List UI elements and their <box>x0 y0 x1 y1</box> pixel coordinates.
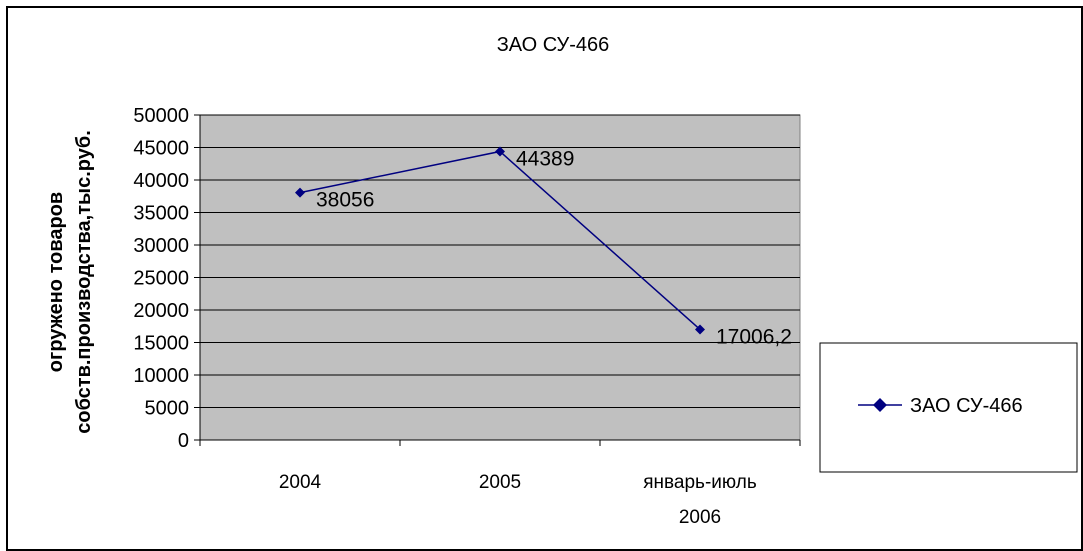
legend-box <box>819 342 1078 473</box>
y-axis: 0 5000 10000 15000 20000 25000 30000 35000 40000… <box>133 105 201 452</box>
y-axis-title: огружено товаров собств.производства,тыс… <box>45 130 95 434</box>
y-tick-label: 0 <box>178 430 189 452</box>
legend-marker-icon <box>873 398 887 412</box>
y-tick-label: 40000 <box>133 170 189 192</box>
y-axis-title-line-1: огружено товаров <box>45 192 67 372</box>
legend-entry-label: ЗАО СУ-466 <box>910 395 1023 417</box>
y-tick-label: 30000 <box>133 235 189 257</box>
x-tick-label: январь-июль <box>643 472 757 493</box>
data-value-label: 44389 <box>516 147 574 170</box>
data-value-label: 17006,2 <box>716 325 792 348</box>
y-tick-label: 25000 <box>133 268 189 290</box>
y-axis-title-line-2: собств.производства,тыс.руб. <box>73 130 95 434</box>
y-tick-label: 45000 <box>133 138 189 160</box>
y-tick-label: 15000 <box>133 333 189 355</box>
chart-title: ЗАО СУ-466 <box>497 34 610 56</box>
y-tick-label: 50000 <box>133 105 189 127</box>
x-tick-label: 2005 <box>479 472 521 493</box>
y-tick-label: 35000 <box>133 203 189 225</box>
data-labels: 38056 44389 17006,2 <box>316 147 792 348</box>
data-value-label: 38056 <box>316 189 374 212</box>
x-tick-label: 2006 <box>679 507 721 528</box>
data-point-marker <box>495 146 505 157</box>
x-tick-label: 2004 <box>279 472 322 493</box>
data-point-marker <box>695 324 705 335</box>
data-point-marker <box>295 187 305 198</box>
y-tick-label: 10000 <box>133 365 189 387</box>
legend: ЗАО СУ-466 <box>819 342 1078 473</box>
gridlines <box>200 114 800 408</box>
y-tick-label: 5000 <box>145 398 190 420</box>
x-axis: 2004 2005 январь-июль 2006 <box>199 439 801 528</box>
series-layer <box>295 146 705 335</box>
y-tick-label: 20000 <box>133 300 189 322</box>
